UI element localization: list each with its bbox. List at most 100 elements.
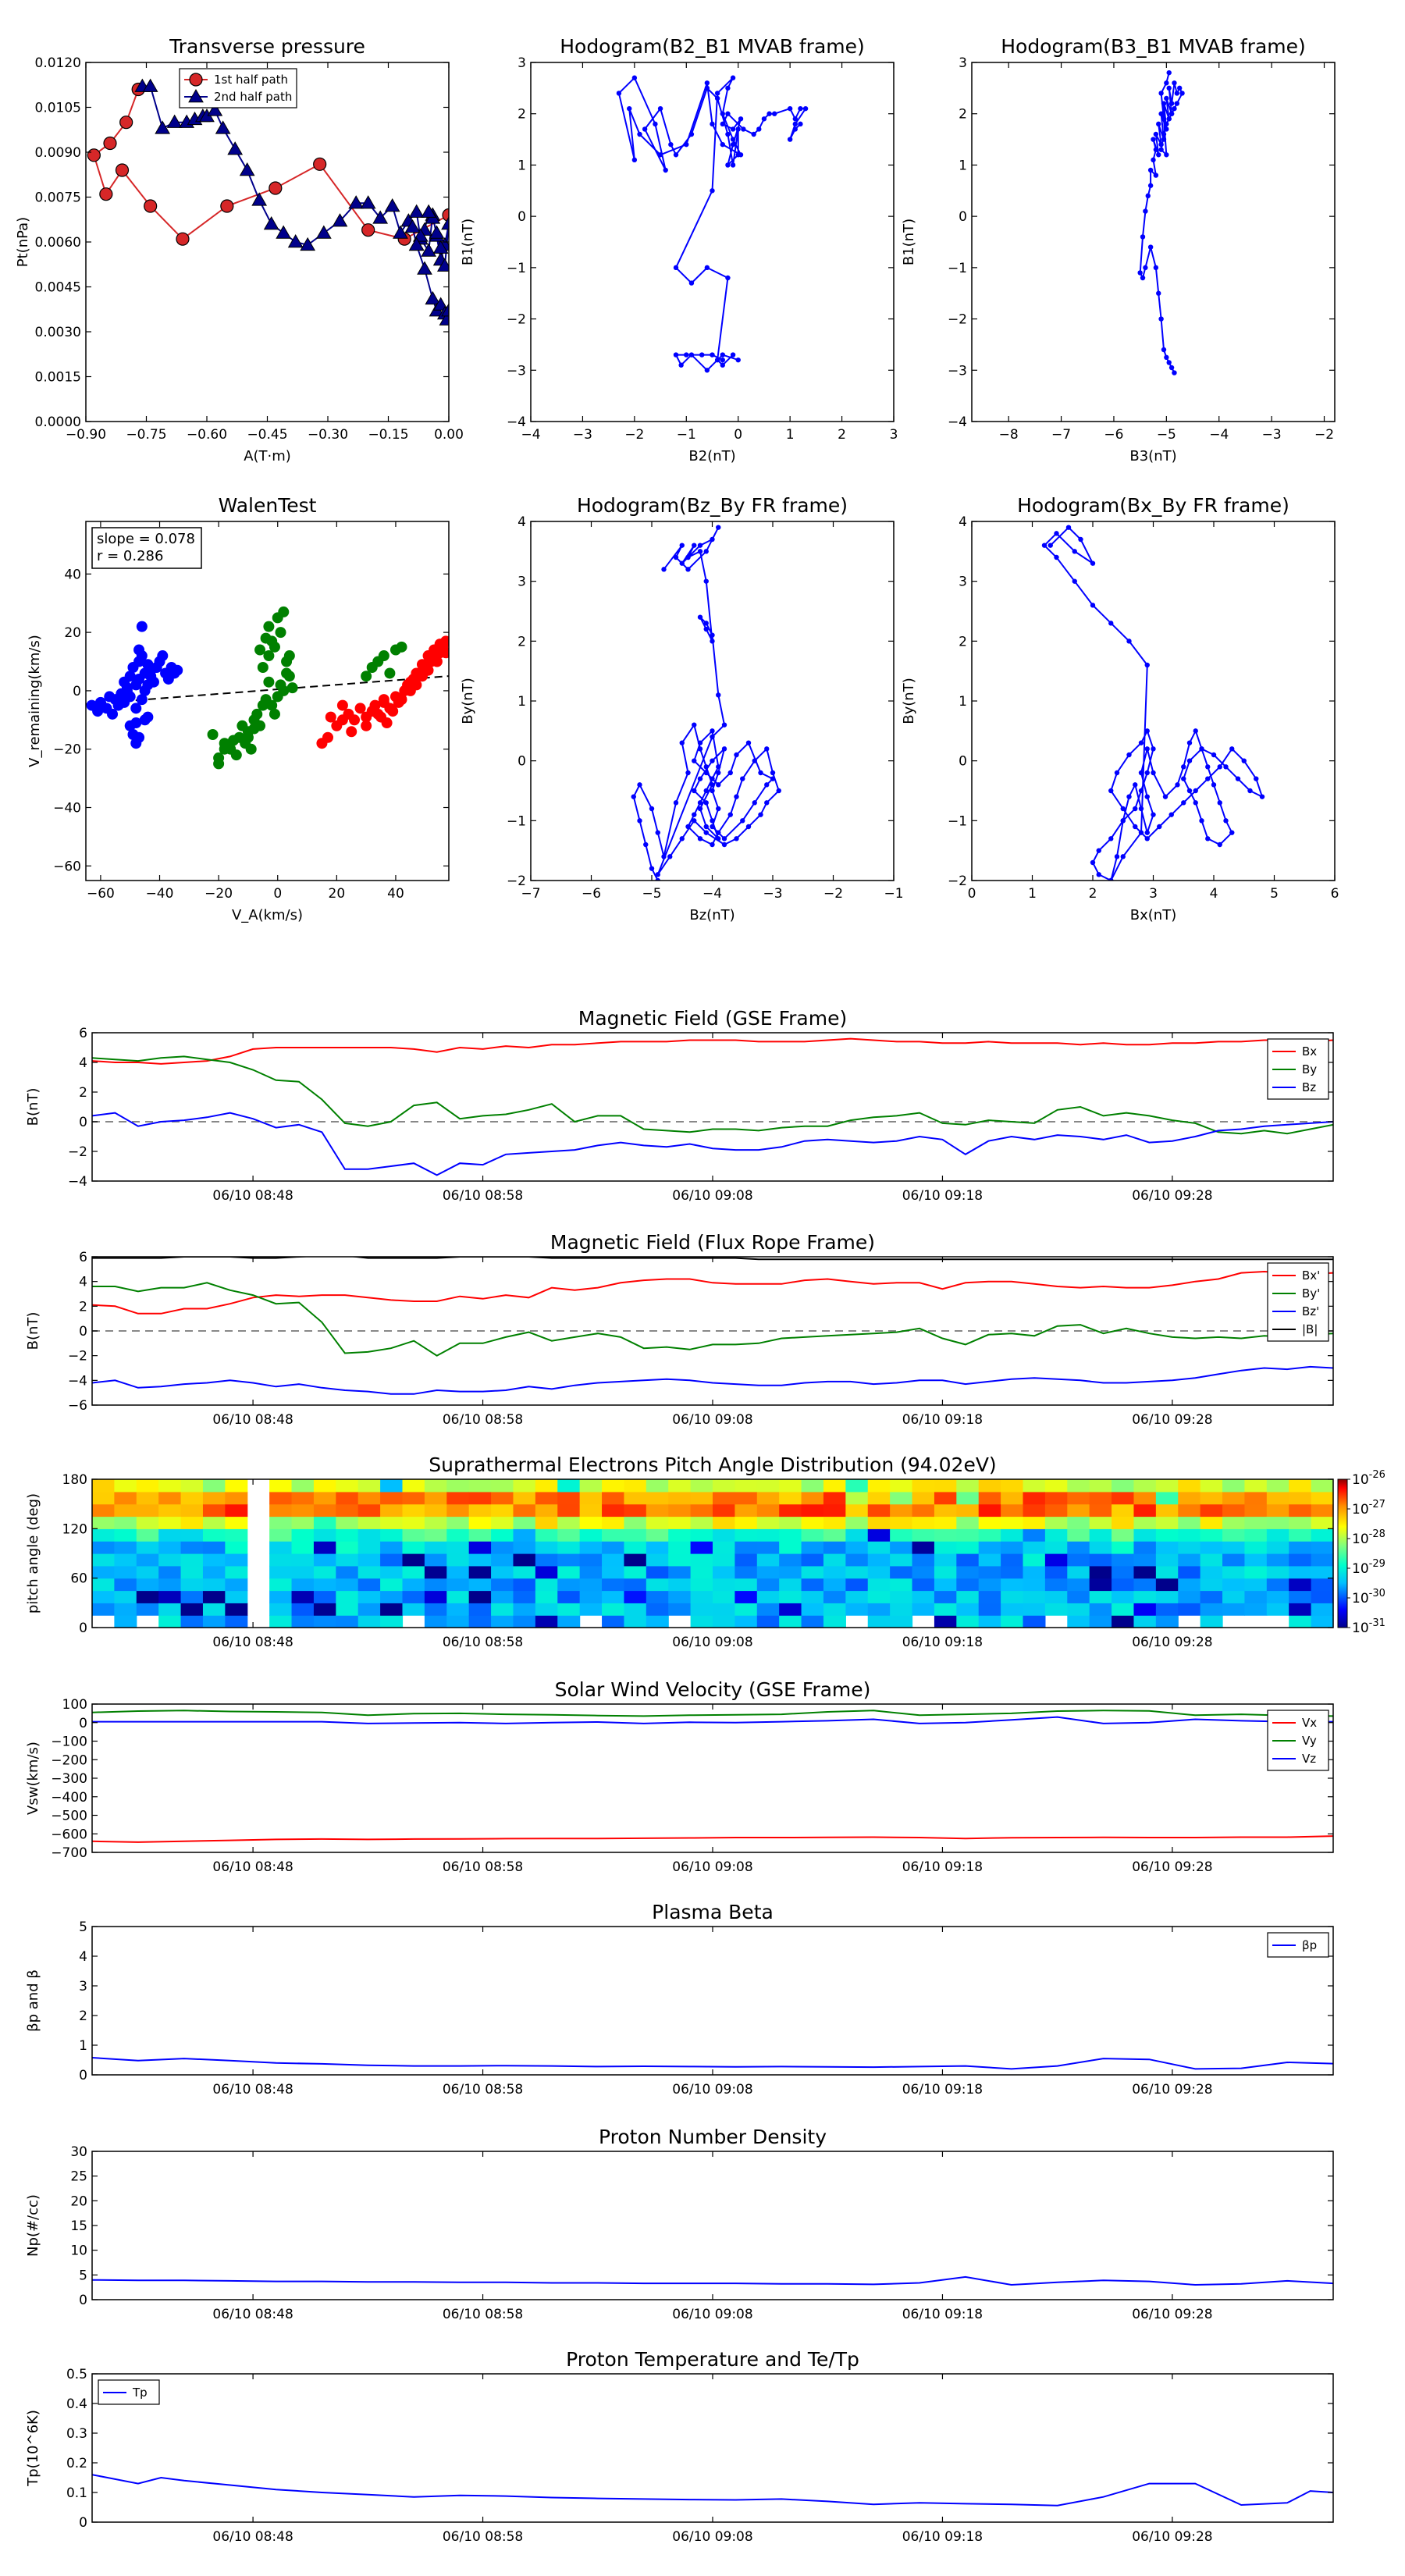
heatmap-cell [180, 1590, 204, 1603]
series-line-0 [92, 1037, 1333, 1065]
y-tick-label: 0 [79, 1115, 87, 1130]
heatmap-cell [912, 1565, 935, 1579]
heatmap-cell [912, 1503, 935, 1517]
heatmap-cell [845, 1578, 869, 1592]
heatmap-cell [978, 1479, 1001, 1493]
data-point [441, 215, 449, 230]
heatmap-cell [535, 1503, 558, 1517]
data-point [1133, 806, 1138, 812]
heatmap-cell [1178, 1553, 1201, 1567]
data-point [697, 740, 703, 745]
y-tick-label: 0 [79, 1621, 87, 1636]
heatmap-cell [1112, 1516, 1135, 1529]
heatmap-cell [225, 1541, 248, 1554]
x-tick-label: 06/10 09:18 [902, 2307, 983, 2322]
data-point [1172, 80, 1177, 86]
legend-label: By [1302, 1062, 1317, 1076]
data-point [798, 105, 803, 112]
data-point [673, 152, 679, 158]
data-point [730, 75, 736, 80]
plot-area [92, 1710, 1333, 1843]
heatmap-cell [513, 1516, 536, 1529]
plot-area [92, 2057, 1333, 2070]
data-point [1156, 152, 1161, 158]
heatmap-cell [225, 1615, 248, 1628]
heatmap-cell [801, 1503, 824, 1517]
y-tick-label: −1 [948, 261, 967, 276]
data-point [679, 836, 685, 841]
heatmap-cell [380, 1578, 404, 1592]
y-tick-label: 0.4 [66, 2396, 87, 2412]
heatmap-cell [579, 1590, 603, 1603]
data-point [1144, 662, 1150, 668]
heatmap-cell [513, 1503, 536, 1517]
x-axis-label: A(T·m) [244, 448, 291, 464]
heatmap-cell [424, 1503, 447, 1517]
series-line-0 [92, 2275, 1333, 2286]
data-point [704, 85, 710, 91]
heatmap-cell [336, 1565, 359, 1579]
chart-bgse: Magnetic Field (GSE Frame) B(nT) 06/10 08:… [25, 1007, 1334, 1204]
data-point [678, 362, 684, 368]
heatmap-cell [1311, 1615, 1334, 1628]
heatmap-cell [313, 1565, 336, 1579]
data-point [792, 126, 798, 132]
heatmap-cell [491, 1516, 514, 1529]
data-point [133, 731, 145, 743]
heatmap-cell [491, 1491, 514, 1505]
heatmap-cell [424, 1553, 447, 1567]
heatmap-cell [1001, 1479, 1024, 1493]
x-tick-label: 06/10 08:58 [443, 1859, 523, 1875]
heatmap-cell [1133, 1578, 1157, 1592]
data-point [92, 706, 104, 717]
heatmap-cell [690, 1615, 713, 1628]
heatmap-cell [1289, 1590, 1312, 1603]
data-point [1161, 347, 1167, 353]
heatmap-cell [136, 1578, 159, 1592]
heatmap-cell [735, 1553, 758, 1567]
data-point [172, 664, 183, 676]
data-point [263, 215, 279, 230]
y-tick-label: 0 [959, 754, 967, 770]
x-tick-label: 06/10 08:48 [212, 1412, 293, 1428]
heatmap-cell [1067, 1578, 1090, 1592]
heatmap-cell [136, 1516, 159, 1529]
heatmap-cell [225, 1578, 248, 1592]
data-point [1144, 794, 1150, 799]
heatmap-cell [668, 1528, 692, 1542]
heatmap-cell [202, 1553, 226, 1567]
heatmap-cell [557, 1615, 581, 1628]
heatmap-cell [557, 1603, 581, 1616]
heatmap-cell [225, 1553, 248, 1567]
heatmap-cell [357, 1553, 381, 1567]
data-point [730, 352, 736, 358]
data-point [745, 824, 752, 830]
heatmap-cell [756, 1603, 780, 1616]
heatmap-cell [602, 1578, 625, 1592]
legend-label: Bz [1302, 1080, 1316, 1094]
data-point [360, 195, 376, 209]
heatmap-cell [1200, 1516, 1223, 1529]
x-tick-label: 06/10 09:08 [672, 1859, 752, 1875]
data-point [1147, 167, 1154, 173]
data-point [692, 543, 697, 548]
x-tick-label: −2 [823, 886, 843, 902]
data-point [734, 794, 739, 799]
chart-title: Hodogram(B3_B1 MVAB frame) [1001, 35, 1306, 58]
data-point [1153, 173, 1159, 178]
heatmap-cell [1200, 1615, 1223, 1628]
heatmap-cell [779, 1516, 802, 1529]
x-tick-label: 1 [786, 427, 795, 443]
chart-beta: Plasma Beta βp and β 06/10 08:48 06/10 08:5… [25, 1901, 1334, 2097]
heatmap-cell [402, 1565, 425, 1579]
heatmap-cell [1222, 1516, 1246, 1529]
data-point [716, 836, 721, 841]
heatmap-cell [646, 1516, 669, 1529]
heatmap-cell [713, 1603, 735, 1616]
y-tick-label: −1 [948, 813, 967, 829]
data-point [730, 162, 736, 168]
data-point [692, 722, 697, 728]
heatmap-cell [313, 1541, 336, 1554]
data-point [697, 543, 703, 548]
data-point [408, 237, 425, 251]
